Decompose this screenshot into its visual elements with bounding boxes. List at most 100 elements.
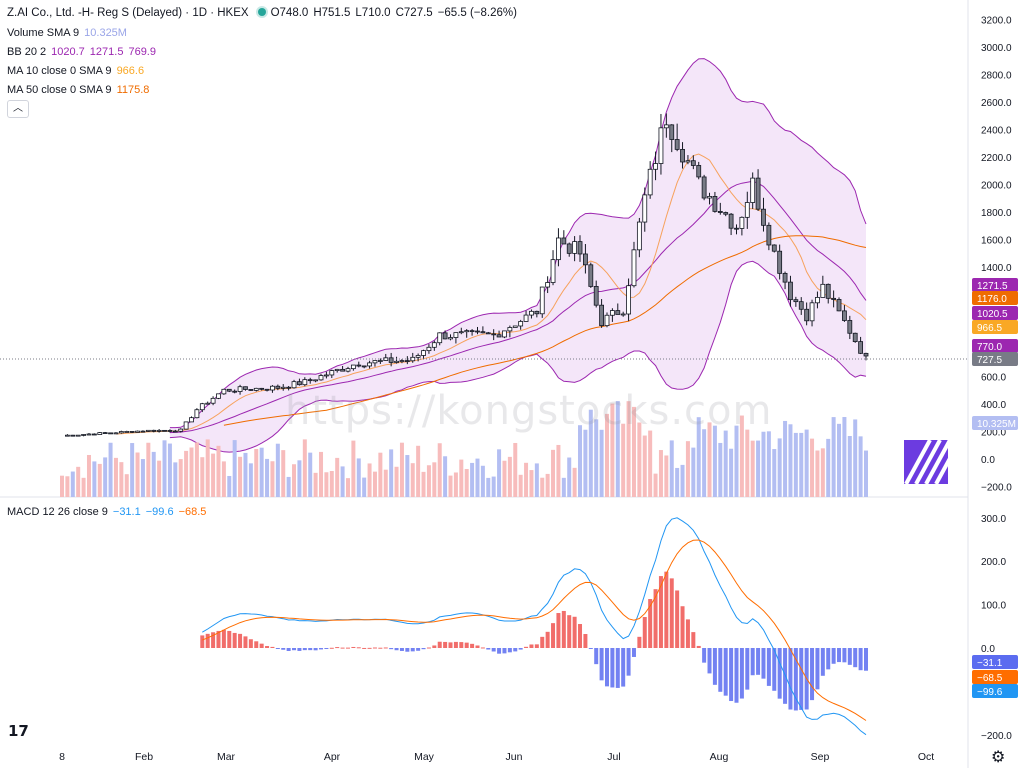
macd-histogram-bar (637, 636, 642, 648)
volume-bar (243, 452, 248, 497)
volume-bar (610, 403, 615, 497)
macd-tick-label: 300.0 (981, 514, 1006, 525)
gear-icon[interactable]: ⚙ (991, 749, 1006, 766)
macd-histogram-bar (232, 632, 237, 648)
legend-macd[interactable]: MACD 12 26 close 9 −31.1 −99.6 −68.5 (7, 505, 211, 519)
price-tick-label: 600.0 (981, 373, 1006, 384)
volume-bar (211, 453, 216, 497)
volume-bar (221, 461, 226, 497)
macd-histogram-bar (718, 648, 723, 692)
macd-histogram-bar (734, 648, 739, 703)
volume-bar (157, 460, 162, 497)
candle-body (793, 299, 799, 303)
volume-bar (664, 455, 669, 497)
volume-bar (572, 467, 577, 497)
macd-histogram-bar (259, 643, 264, 648)
market-status-icon (257, 8, 266, 16)
macd-tag-label: −68.5 (977, 673, 1003, 684)
tradingview-logo[interactable]: 17 (8, 722, 29, 740)
candle-body (75, 434, 81, 437)
macd-histogram-bar (626, 648, 631, 676)
volume-bar (86, 454, 91, 497)
candle-body (847, 320, 853, 334)
candle-body (750, 177, 756, 203)
macd-histogram-bar (459, 642, 464, 648)
volume-bar (615, 401, 620, 497)
macd-value-line: −31.1 (112, 506, 141, 518)
candle-body (577, 241, 583, 255)
macd-histogram-bar (756, 648, 761, 675)
volume-bar (76, 466, 81, 497)
candle-body (761, 208, 766, 226)
bb-basis-line (169, 180, 867, 434)
macd-histogram-bar (572, 616, 577, 648)
volume-bar (200, 457, 205, 497)
candle-body (270, 385, 275, 391)
volume-bar (302, 439, 307, 497)
candle-body (680, 149, 685, 163)
candle-body (404, 360, 410, 362)
collapse-legend-button[interactable]: ︿ (7, 100, 29, 118)
macd-histogram-bar (302, 648, 307, 651)
candle-body (156, 429, 162, 432)
bb-lower-line (169, 260, 867, 453)
candle-body (388, 357, 394, 363)
candle-body (162, 429, 167, 432)
price-tick-label: 2400.0 (981, 126, 1012, 137)
macd-histogram-bar (524, 646, 529, 648)
brand-logo-stripe (914, 439, 942, 485)
candle-body (491, 333, 497, 336)
volume-bar (734, 425, 739, 497)
volume-bar (189, 447, 194, 497)
volume-bar (178, 459, 183, 497)
macd-histogram-bar (297, 648, 302, 651)
candle-body (340, 368, 345, 372)
volume-bar (642, 435, 647, 497)
time-tick-label: Apr (324, 751, 341, 763)
legend-ma10[interactable]: MA 10 close 0 SMA 9 966.6 (7, 64, 149, 78)
macd-histogram-bar (265, 646, 270, 648)
price-tag-bg (972, 306, 1018, 320)
macd-histogram-bar (729, 648, 734, 702)
candle-body (534, 310, 540, 315)
candle-body (442, 332, 448, 340)
macd-histogram-bar (723, 648, 728, 696)
candle-body (145, 429, 151, 432)
candle-body (135, 430, 140, 433)
candle-body (550, 259, 556, 283)
macd-histogram-bar (545, 631, 550, 648)
candle-body (86, 433, 92, 436)
candle-body (690, 160, 696, 166)
candle-body (572, 241, 578, 254)
candle-body (674, 139, 680, 150)
volume-bar (658, 450, 663, 497)
legend-ma50[interactable]: MA 50 close 0 SMA 9 1175.8 (7, 83, 154, 97)
macd-histogram-bar (399, 648, 404, 651)
volume-bar (292, 464, 297, 497)
candle-body (685, 160, 691, 163)
volume-bar (534, 463, 539, 497)
volume-bar (804, 429, 809, 497)
symbol-title[interactable]: Z.AI Co., Ltd. -H- Reg S (Delayed) · 1D … (7, 7, 249, 19)
legend-bb[interactable]: BB 20 2 1020.7 1271.5 769.9 (7, 45, 161, 59)
candle-body (469, 330, 475, 333)
macd-tick-label: 200.0 (981, 557, 1006, 568)
macd-histogram-bar (842, 648, 847, 663)
macd-histogram-bar (599, 648, 604, 681)
macd-histogram-bar (739, 648, 744, 699)
volume-bar (518, 474, 523, 497)
volume-bar (205, 439, 210, 497)
volume-bar (60, 475, 64, 497)
macd-histogram-bar (421, 648, 426, 650)
signal-line (202, 539, 867, 721)
macd-histogram-bar (610, 648, 615, 688)
price-tick-label: 2600.0 (981, 98, 1012, 109)
volume-bar (108, 442, 113, 497)
time-tick-label: Oct (918, 751, 934, 763)
time-tick-label: 8 (59, 751, 65, 763)
legend-volume[interactable]: Volume SMA 9 10.325M (7, 26, 132, 40)
candle-body (744, 202, 750, 218)
macd-histogram-bar (378, 647, 383, 649)
